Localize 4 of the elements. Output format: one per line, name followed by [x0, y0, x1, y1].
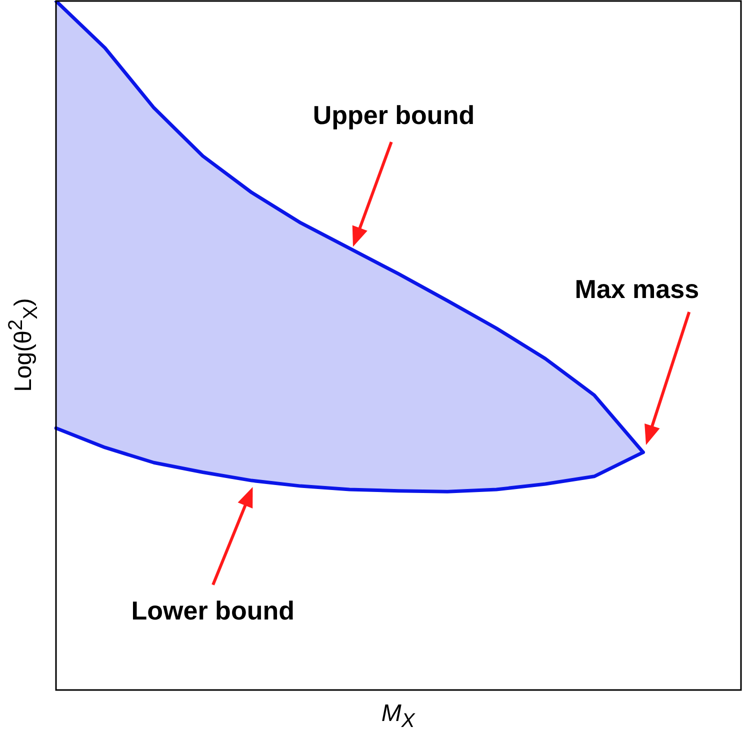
annotation: Upper bound — [312, 100, 475, 130]
annotation: Lower bound — [131, 595, 294, 626]
x-axis-title: M$_{X}$ — [381, 700, 415, 733]
annotation: Max mass — [574, 274, 700, 304]
